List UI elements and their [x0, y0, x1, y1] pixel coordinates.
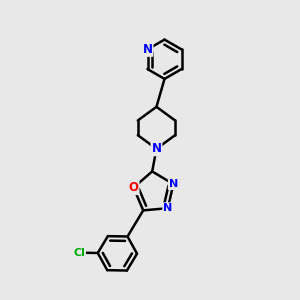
Text: N: N: [169, 179, 178, 189]
Text: O: O: [129, 181, 139, 194]
Text: N: N: [142, 43, 152, 56]
Text: N: N: [163, 203, 172, 213]
Text: N: N: [152, 142, 161, 155]
Text: Cl: Cl: [73, 248, 85, 258]
